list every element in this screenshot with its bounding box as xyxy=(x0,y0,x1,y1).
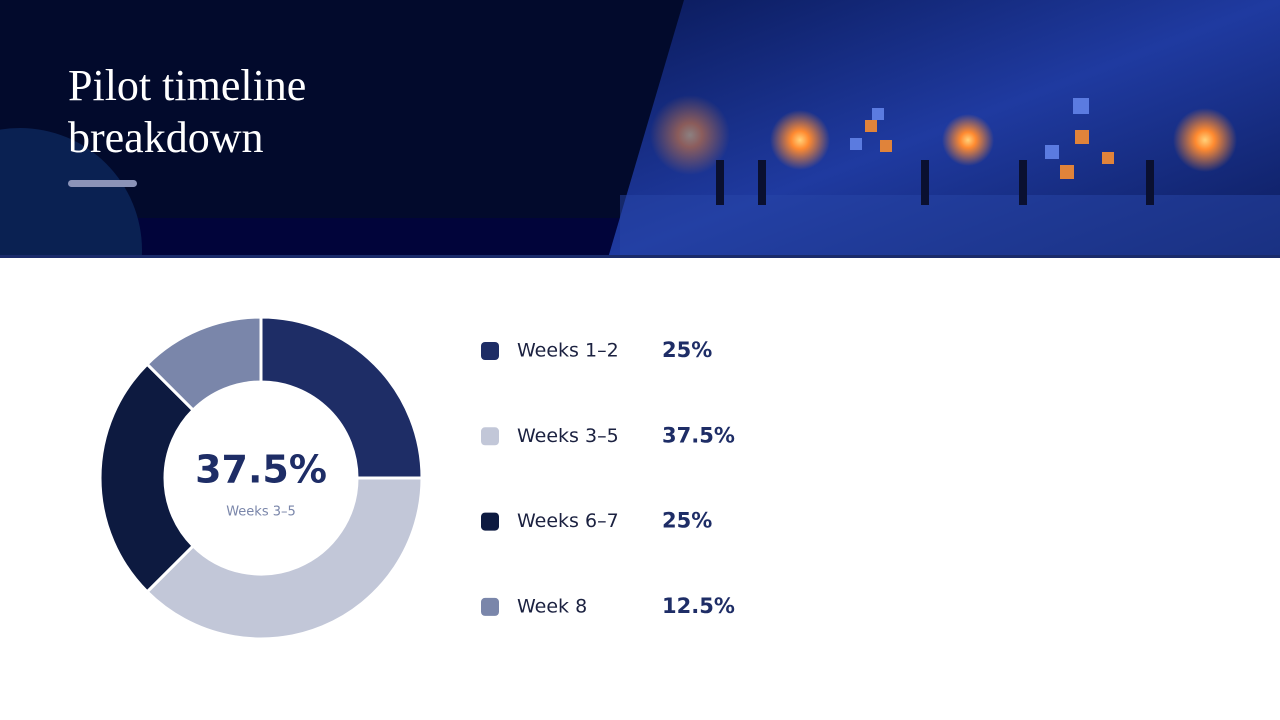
legend-swatch xyxy=(481,427,499,446)
chart-title-line2: breakdown xyxy=(68,113,264,162)
legend-label: Week 8 xyxy=(517,595,587,617)
donut-segment xyxy=(145,476,424,641)
legend-value: 37.5% xyxy=(662,423,735,447)
donut-segment xyxy=(145,315,263,413)
title-line: Pilot timeline breakdown xyxy=(68,61,306,162)
legend-label: Weeks 6–7 xyxy=(517,510,619,532)
legend-value: 25% xyxy=(662,509,712,533)
center-label: Weeks 3–5 xyxy=(226,505,296,520)
title-underline xyxy=(68,180,137,187)
donut-segment xyxy=(259,315,424,480)
legend-value: 12.5% xyxy=(662,594,735,618)
legend: Weeks 1–2 25% Weeks 3–5 37.5% Weeks 6–7 25% We… xyxy=(481,338,735,618)
chart-title: Pilot timeline xyxy=(68,61,306,110)
legend-label: Weeks 1–2 xyxy=(517,340,619,362)
legend-swatch xyxy=(481,512,499,531)
header: Pilot timeline breakdown xyxy=(0,0,1280,258)
donut-chart: 37.5% Weeks 3–5 xyxy=(98,315,424,641)
legend-swatch xyxy=(481,597,499,616)
legend-swatch xyxy=(481,342,499,360)
legend-label: Weeks 3–5 xyxy=(517,425,619,447)
center-value: 37.5% xyxy=(195,448,327,492)
legend-value: 25% xyxy=(662,338,712,362)
donut-segment xyxy=(98,362,196,594)
